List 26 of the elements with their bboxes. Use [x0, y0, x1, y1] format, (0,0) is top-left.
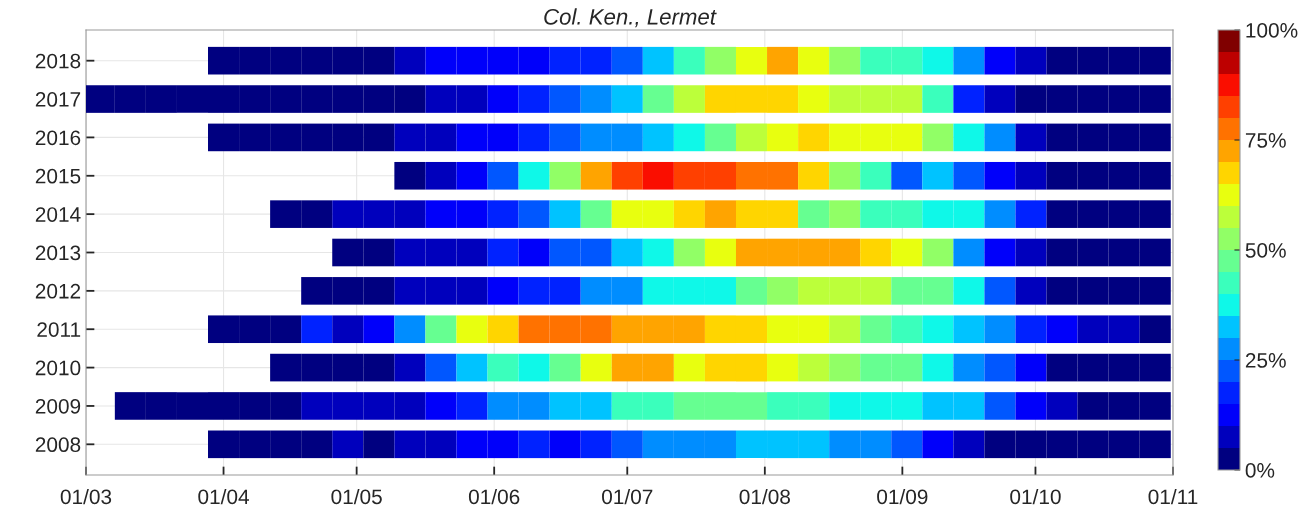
y-tick-label: 2018	[35, 53, 81, 69]
y-tick-label: 2015	[35, 168, 81, 184]
y-tick-label: 2014	[35, 207, 81, 222]
y-tick-label: 2012	[35, 283, 81, 299]
y-tick-label: 2016	[35, 130, 81, 146]
x-tick-label: 01/09	[877, 488, 928, 505]
x-tick-label: 01/03	[60, 488, 112, 505]
x-tick-label: 01/06	[468, 488, 520, 505]
color-bar-label: 75%	[1245, 133, 1286, 148]
y-tick-label: 2009	[35, 398, 81, 414]
y-tick-label: 2017	[35, 92, 81, 107]
y-tick-label: 2008	[35, 437, 81, 453]
x-tick-label: 01/08	[739, 488, 790, 505]
chart-title: Col. Ken., Lermet	[544, 8, 717, 28]
y-tick-label: 2013	[35, 245, 81, 261]
color-bar-label: 25%	[1245, 353, 1286, 368]
x-tick-label: 01/10	[1010, 488, 1061, 505]
color-bar-label: 100%	[1246, 23, 1298, 38]
x-tick-label: 01/11	[1148, 488, 1198, 505]
x-tick-label: 01/04	[198, 488, 249, 505]
x-tick-label: 01/05	[331, 488, 382, 505]
color-bar-label: 50%	[1245, 243, 1286, 258]
y-tick-label: 2011	[37, 322, 81, 337]
y-tick-label: 2010	[35, 360, 81, 376]
x-tick-label: 01/07	[602, 488, 653, 505]
color-bar-label: 0%	[1245, 463, 1275, 478]
